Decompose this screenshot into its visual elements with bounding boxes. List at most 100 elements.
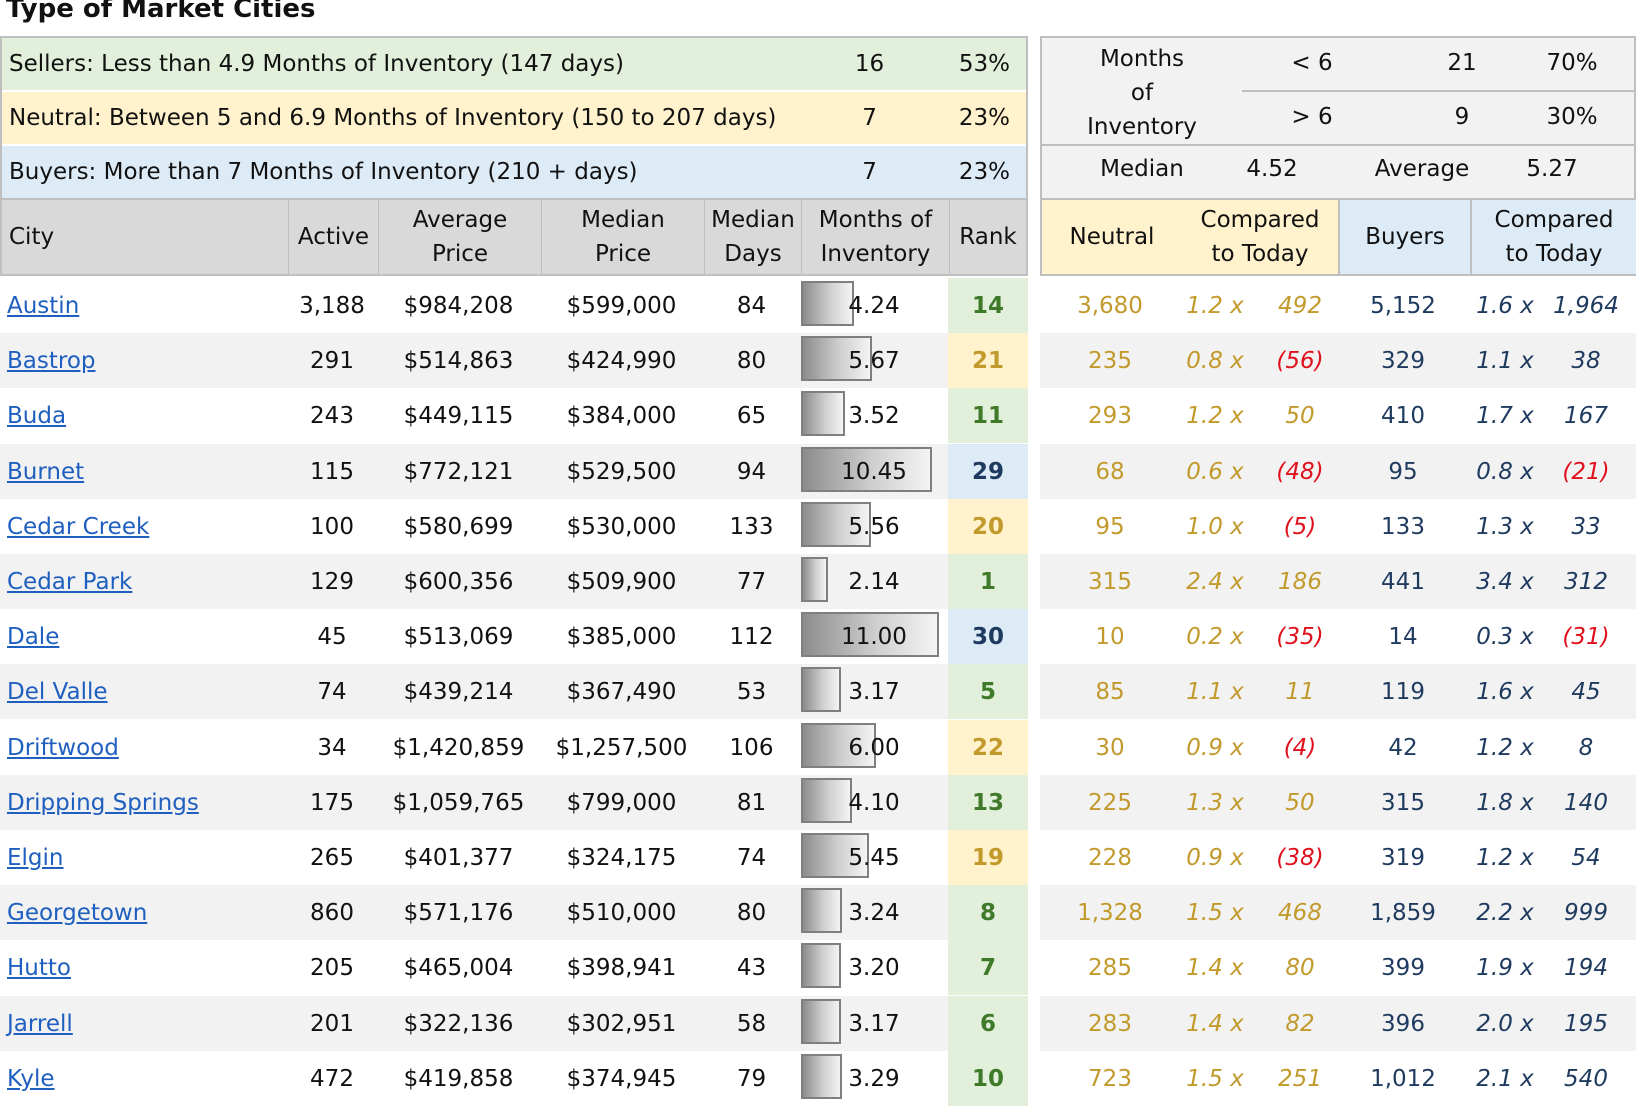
city-link[interactable]: Driftwood xyxy=(7,734,119,761)
rank-value: 20 xyxy=(948,499,1028,554)
header-buyers: Buyers xyxy=(1338,200,1472,274)
buyers-multiplier: 1.7 x xyxy=(1476,402,1534,429)
row-background-left xyxy=(0,885,1028,940)
neutral-value: 315 xyxy=(1088,568,1132,595)
rank-value: 6 xyxy=(948,996,1028,1051)
row-background-right xyxy=(1040,885,1636,940)
table-row: Elgin 265 $401,377 $324,175 74 5.45 19 228 0.9 x… xyxy=(0,830,1636,885)
median-days: 112 xyxy=(729,623,774,650)
gt-count: 9 xyxy=(1454,104,1470,130)
row-background-left xyxy=(0,775,1028,830)
row-background-left xyxy=(0,388,1028,443)
row-background-left xyxy=(0,278,1028,333)
neutral-multiplier: 1.4 x xyxy=(1186,954,1244,981)
months-of-inventory-bar xyxy=(801,778,852,823)
buyers-difference: 8 xyxy=(1578,734,1594,761)
months-of-inventory-bar xyxy=(801,281,854,326)
average-price: $514,863 xyxy=(403,347,514,374)
buyers-value: 315 xyxy=(1381,789,1425,816)
summary-panel: Sellers: Less than 4.9 Months of Invento… xyxy=(0,36,1028,200)
inventory-stats-panel: Months of Inventory < 6 21 70% > 6 9 30%… xyxy=(1040,36,1636,200)
city-link[interactable]: Dripping Springs xyxy=(7,789,199,816)
neutral-difference: 50 xyxy=(1285,789,1315,816)
row-background-right xyxy=(1040,388,1636,443)
neutral-value: 30 xyxy=(1095,734,1125,761)
row-background-right xyxy=(1040,775,1636,830)
buyers-difference: 1,964 xyxy=(1553,292,1619,319)
months-of-inventory-value: 5.45 xyxy=(848,844,900,871)
buyers-value: 14 xyxy=(1388,623,1418,650)
table-row: Dripping Springs 175 $1,059,765 $799,000 81 4… xyxy=(0,775,1636,830)
table-row: Jarrell 201 $322,136 $302,951 58 3.17 6 283 1.4 … xyxy=(0,996,1636,1051)
median-days: 58 xyxy=(736,1010,767,1037)
neutral-difference: (5) xyxy=(1283,513,1317,540)
neutral-difference: 468 xyxy=(1278,899,1322,926)
neutral-difference: 82 xyxy=(1285,1010,1315,1037)
months-of-inventory-bar xyxy=(801,1054,842,1099)
buyers-value: 5,152 xyxy=(1370,292,1436,319)
city-link[interactable]: Burnet xyxy=(7,458,85,485)
buyers-difference: 540 xyxy=(1564,1065,1608,1092)
table-row: Kyle 472 $419,858 $374,945 79 3.29 10 723 1.5 x 2… xyxy=(0,1051,1636,1106)
neutral-value: 723 xyxy=(1088,1065,1132,1092)
active-count: 175 xyxy=(310,789,354,816)
buyers-multiplier: 2.2 x xyxy=(1476,899,1534,926)
city-link[interactable]: Buda xyxy=(7,402,67,429)
header-neutral: Neutral xyxy=(1042,200,1182,274)
rank-value: 11 xyxy=(948,388,1028,443)
table-row: Austin 3,188 $984,208 $599,000 84 4.24 14 3,680… xyxy=(0,278,1636,333)
median-days: 84 xyxy=(736,292,767,319)
table-row: Georgetown 860 $571,176 $510,000 80 3.24 8 1,32… xyxy=(0,885,1636,940)
summary-neutral-count: 7 xyxy=(862,105,877,131)
months-of-inventory-value: 10.45 xyxy=(841,458,907,485)
city-link[interactable]: Hutto xyxy=(7,954,71,981)
row-background-right xyxy=(1040,278,1636,333)
buyers-difference: 999 xyxy=(1564,899,1608,926)
buyers-value: 399 xyxy=(1381,954,1425,981)
active-count: 74 xyxy=(317,678,347,705)
rank-value: 1 xyxy=(948,554,1028,609)
neutral-value: 283 xyxy=(1088,1010,1132,1037)
header-rank: Rank xyxy=(950,200,1026,274)
months-of-inventory-bar xyxy=(801,833,869,878)
buyers-multiplier: 1.1 x xyxy=(1476,347,1534,374)
active-count: 265 xyxy=(310,844,354,871)
active-count: 100 xyxy=(310,513,354,540)
average-value: 5.27 xyxy=(1526,156,1578,182)
city-link[interactable]: Del Valle xyxy=(7,678,108,705)
city-link[interactable]: Cedar Park xyxy=(7,568,133,595)
summary-neutral-row: Neutral: Between 5 and 6.9 Months of Inv… xyxy=(2,92,1026,144)
months-of-inventory-bar xyxy=(801,447,932,492)
city-link[interactable]: Elgin xyxy=(7,844,64,871)
header-active: Active xyxy=(289,200,379,274)
city-link[interactable]: Jarrell xyxy=(7,1010,73,1037)
median-days: 74 xyxy=(736,844,767,871)
city-link[interactable]: Dale xyxy=(7,623,60,650)
buyers-difference: 38 xyxy=(1571,347,1601,374)
neutral-difference: (56) xyxy=(1276,347,1324,374)
city-link[interactable]: Georgetown xyxy=(7,899,148,926)
months-of-inventory-value: 6.00 xyxy=(848,734,900,761)
active-count: 201 xyxy=(310,1010,354,1037)
median-price: $384,000 xyxy=(566,402,677,429)
city-link[interactable]: Cedar Creek xyxy=(7,513,150,540)
city-link[interactable]: Austin xyxy=(7,292,80,319)
city-link[interactable]: Bastrop xyxy=(7,347,96,374)
active-count: 115 xyxy=(310,458,354,485)
buyers-multiplier: 2.1 x xyxy=(1476,1065,1534,1092)
neutral-multiplier: 1.5 x xyxy=(1186,1065,1244,1092)
summary-buyers-count: 7 xyxy=(862,159,877,185)
neutral-value: 285 xyxy=(1088,954,1132,981)
rank-value: 29 xyxy=(948,444,1028,499)
average-price: $449,115 xyxy=(403,402,514,429)
active-count: 472 xyxy=(310,1065,354,1092)
header-average-price: Average Price xyxy=(379,200,542,274)
buyers-value: 1,859 xyxy=(1370,899,1436,926)
median-days: 43 xyxy=(736,954,767,981)
average-price: $772,121 xyxy=(403,458,514,485)
median-price: $367,490 xyxy=(566,678,677,705)
summary-neutral-label: Neutral: Between 5 and 6.9 Months of Inv… xyxy=(9,105,777,131)
buyers-difference: 45 xyxy=(1571,678,1601,705)
city-link[interactable]: Kyle xyxy=(7,1065,55,1092)
table-row: Bastrop 291 $514,863 $424,990 80 5.67 21 235 0.8… xyxy=(0,333,1636,388)
